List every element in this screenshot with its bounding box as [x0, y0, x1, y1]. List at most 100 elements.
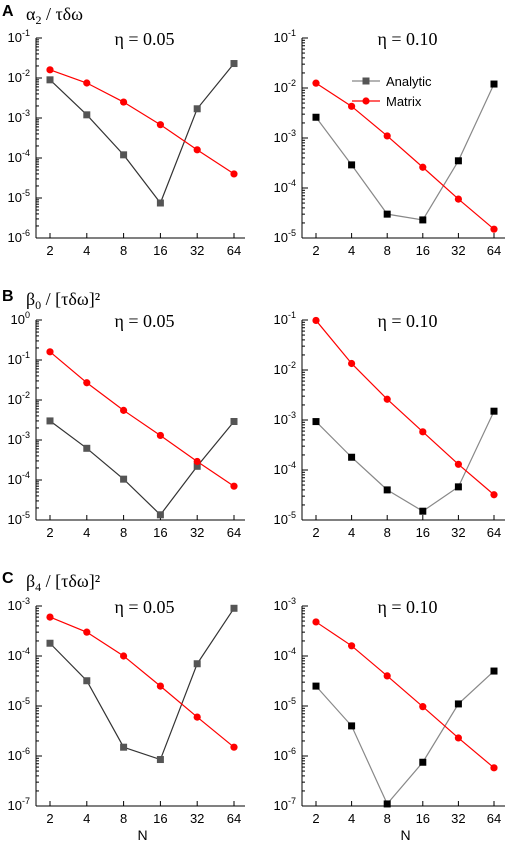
x-tick-label: 64: [487, 811, 501, 826]
y-tick-label: 10-6: [8, 746, 30, 763]
data-point-circle: [193, 457, 201, 466]
chart-panel-2: 10-510-410-310-210-12 4 8 16 32 64η = 0.10Ana…: [274, 28, 505, 258]
series-analytic: [46, 604, 238, 764]
y-tick-label: 10-1: [274, 310, 296, 327]
series-line: [315, 670, 495, 806]
chart-panel-6: 10-710-610-510-410-32 4 8 16 32 64η = 0.10N: [274, 596, 505, 843]
series-matrix: [312, 79, 498, 233]
x-tick-label: 16: [416, 525, 430, 540]
series-line: [315, 83, 495, 221]
data-point-circle: [419, 163, 427, 171]
panel-label-b: β0 / [τδω]²: [26, 289, 100, 312]
x-tick-label: 32: [451, 243, 465, 258]
panel-label-a-base: α: [26, 4, 36, 24]
y-tick-exponent: -3: [288, 128, 296, 138]
y-tick-base: 10: [274, 180, 288, 195]
y-tick-exponent: -3: [22, 430, 30, 440]
x-tick-label: 64: [227, 525, 241, 540]
data-point-circle: [230, 170, 238, 178]
x-tick-label: 8: [384, 811, 391, 826]
y-tick-label: 10-3: [274, 596, 296, 613]
data-point-circle: [46, 66, 54, 74]
y-tick-base: 10: [8, 798, 22, 813]
y-tick-exponent: -1: [288, 310, 296, 320]
x-tick-label: 2: [46, 811, 53, 826]
data-point-square: [490, 407, 498, 415]
x-tick-label: 4: [348, 811, 355, 826]
y-tick-exponent: -4: [288, 646, 296, 656]
data-point-circle: [490, 764, 498, 772]
x-axis-label: N: [137, 827, 147, 843]
y-tick-label: 10-5: [274, 696, 296, 713]
y-tick-exponent: -5: [22, 696, 30, 706]
data-point-square: [312, 418, 320, 426]
y-tick-label: 10-3: [8, 108, 30, 125]
data-point-circle: [454, 460, 462, 468]
data-point-circle: [46, 613, 54, 621]
data-point-square: [156, 511, 164, 519]
y-tick-label: 10-5: [274, 228, 296, 245]
y-tick-label: 100: [11, 310, 30, 327]
data-point-circle: [230, 743, 238, 751]
y-tick-exponent: -6: [22, 228, 30, 238]
chart-panel-1: 10-610-510-410-310-210-12 4 8 16 32 64η = 0.0…: [8, 28, 245, 258]
legend-matrix-label: Matrix: [386, 94, 422, 109]
panel-letter-a: A: [2, 3, 14, 20]
data-point-circle: [348, 642, 356, 650]
y-tick-exponent: -1: [22, 350, 30, 360]
series-analytic: [312, 80, 498, 224]
data-point-circle: [383, 132, 391, 140]
y-tick-base: 10: [274, 798, 288, 813]
y-tick-exponent: -6: [288, 746, 296, 756]
data-point-circle: [312, 316, 320, 325]
data-point-square: [383, 486, 391, 494]
series-line: [315, 621, 495, 769]
panel-label-b-sub: 0: [35, 298, 41, 312]
data-point-square: [348, 161, 356, 169]
data-point-circle: [156, 682, 164, 690]
y-tick-label: 10-3: [8, 430, 30, 447]
data-point-circle: [490, 225, 498, 233]
series-analytic: [46, 60, 238, 207]
y-tick-label: 10-1: [8, 28, 30, 45]
data-point-circle: [83, 628, 91, 636]
x-tick-label: 2: [312, 811, 319, 826]
data-point-square: [419, 758, 427, 766]
data-point-circle: [193, 146, 201, 154]
data-point-circle: [312, 79, 320, 87]
data-point-square: [46, 76, 54, 84]
y-tick-label: 10-6: [274, 746, 296, 763]
data-point-circle: [419, 703, 427, 711]
y-tick-base: 10: [274, 130, 288, 145]
series-matrix: [312, 316, 498, 499]
x-tick-label: 2: [312, 525, 319, 540]
data-point-square: [348, 453, 356, 461]
data-point-square: [193, 105, 201, 113]
y-tick-exponent: -2: [22, 68, 30, 78]
y-tick-base: 10: [8, 748, 22, 763]
y-tick-base: 10: [8, 648, 22, 663]
y-tick-base: 10: [274, 312, 288, 327]
data-point-square: [120, 743, 128, 751]
series-matrix: [46, 348, 238, 490]
x-tick-label: 32: [451, 525, 465, 540]
x-tick-label: 64: [487, 525, 501, 540]
panel-title: η = 0.05: [114, 597, 174, 617]
y-tick-base: 10: [274, 230, 288, 245]
y-tick-label: 10-3: [8, 596, 30, 613]
x-axis-label: N: [400, 827, 410, 843]
x-tick-label: 16: [153, 243, 167, 258]
data-point-square: [193, 660, 201, 668]
data-point-square: [312, 682, 320, 690]
y-tick-exponent: -7: [288, 796, 296, 806]
series-line: [49, 63, 235, 205]
panel-label-c-sub: 4: [35, 580, 41, 594]
y-tick-label: 10-5: [8, 188, 30, 205]
y-tick-label: 10-4: [8, 148, 30, 165]
data-point-square: [348, 722, 356, 730]
data-point-circle: [383, 672, 391, 680]
y-tick-base: 10: [274, 462, 288, 477]
y-tick-base: 10: [274, 512, 288, 527]
x-tick-label: 8: [384, 243, 391, 258]
panel-label-c-base: β: [26, 571, 35, 591]
